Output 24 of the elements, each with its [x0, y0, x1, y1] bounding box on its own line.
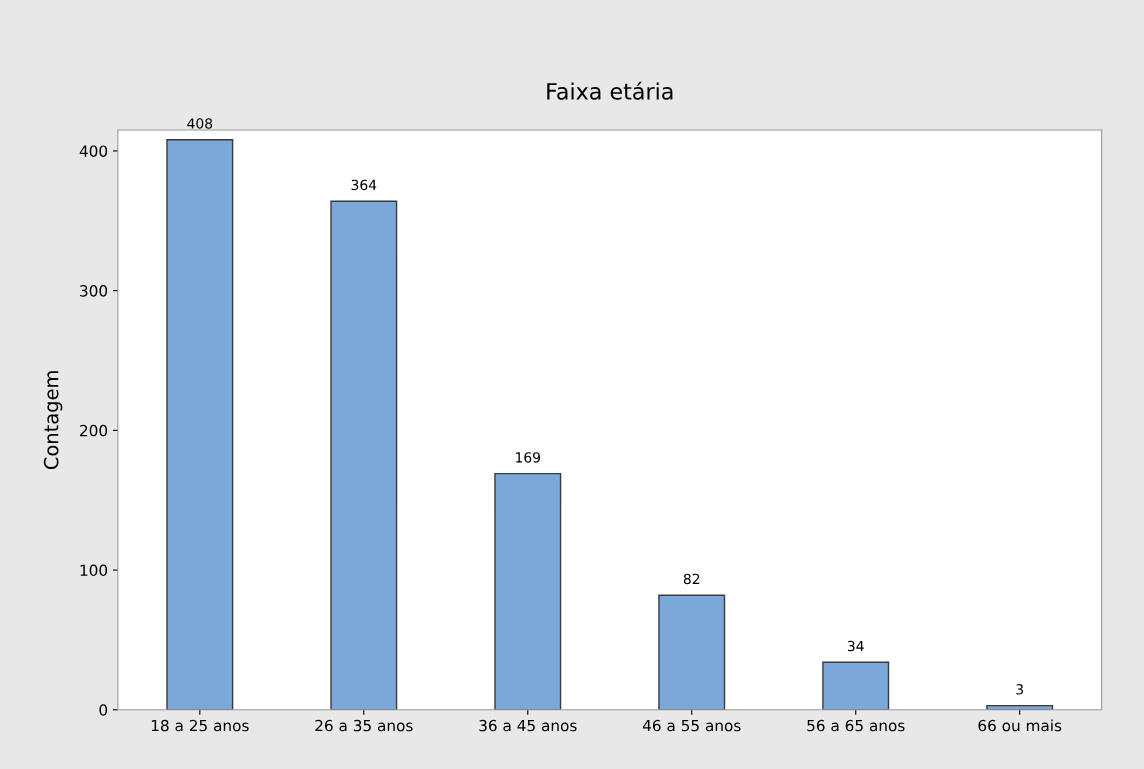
y-tick-label: 0: [99, 704, 108, 716]
chart-title: Faixa etária: [547, 81, 673, 100]
bar: [494, 472, 562, 710]
data-label: 169: [516, 452, 541, 463]
x-tick-label: 26 a 35 anos: [315, 719, 413, 732]
y-tick-label: 400: [79, 145, 108, 157]
x-tick-label: 36 a 45 anos: [479, 719, 577, 732]
bar: [166, 139, 234, 710]
x-tick-label: 18 a 25 anos: [151, 719, 249, 732]
x-tick-label: 56 a 65 anos: [807, 719, 905, 732]
bar: [330, 200, 398, 710]
data-label: 408: [187, 118, 213, 129]
y-axis-title: Contagem: [43, 371, 63, 470]
data-label: 364: [351, 179, 377, 191]
y-tick-label: 300: [80, 285, 108, 297]
data-label: 82: [683, 573, 700, 585]
x-tick-label: 46 a 55 anos: [642, 719, 741, 732]
bar: [822, 661, 890, 710]
data-label: 34: [847, 640, 864, 652]
data-label: 3: [1016, 684, 1023, 695]
bar: [658, 594, 726, 710]
y-tick-label: 200: [80, 424, 108, 437]
x-tick-label: 66 ou mais: [978, 719, 1062, 732]
y-tick-label: 100: [80, 564, 108, 577]
